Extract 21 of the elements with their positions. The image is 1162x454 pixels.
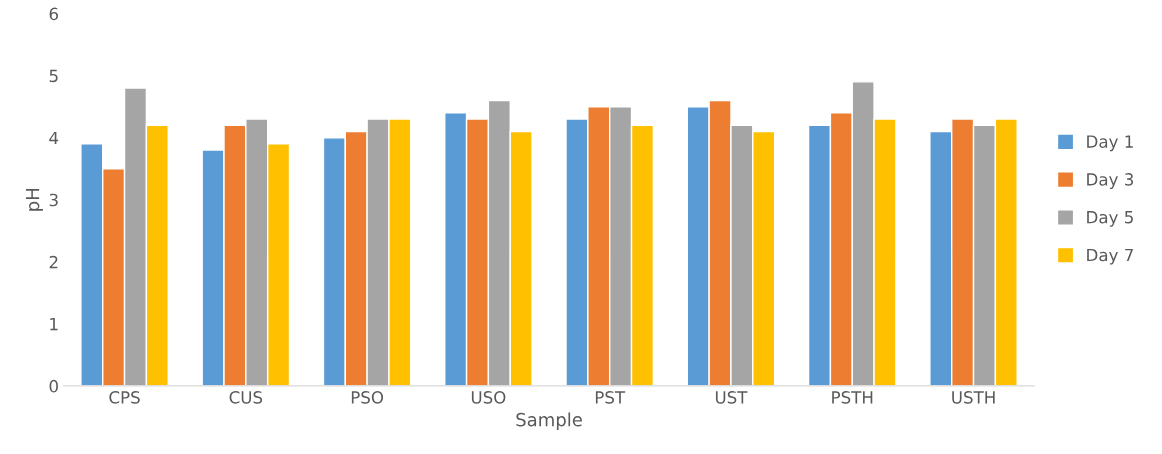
x-axis-title: Sample bbox=[516, 412, 582, 430]
x-tick-label: PST bbox=[595, 391, 626, 404]
y-tick-label: 6 bbox=[49, 7, 58, 21]
y-tick-label: 2 bbox=[49, 255, 58, 269]
x-tick-label: CUS bbox=[229, 391, 263, 404]
legend-label: Day 1 bbox=[1087, 135, 1133, 152]
x-tick-label: CPS bbox=[109, 391, 140, 404]
legend-label: Day 5 bbox=[1087, 211, 1133, 227]
x-tick-label: USTH bbox=[952, 391, 995, 404]
x-tick-label: PSO bbox=[351, 391, 384, 404]
y-tick-label: 5 bbox=[49, 69, 58, 83]
y-tick-label: 3 bbox=[49, 193, 58, 207]
y-tick-label: 1 bbox=[50, 318, 58, 331]
x-tick-label: UST bbox=[715, 391, 748, 404]
legend-label: Day 7 bbox=[1087, 248, 1133, 265]
x-tick-label: PSTH bbox=[832, 391, 873, 404]
legend-label: Day 3 bbox=[1087, 173, 1134, 189]
y-tick-label: 0 bbox=[49, 379, 58, 393]
y-tick-label: 4 bbox=[49, 131, 59, 145]
y-axis-title: pH bbox=[25, 189, 43, 211]
x-tick-label: USO bbox=[471, 391, 506, 404]
